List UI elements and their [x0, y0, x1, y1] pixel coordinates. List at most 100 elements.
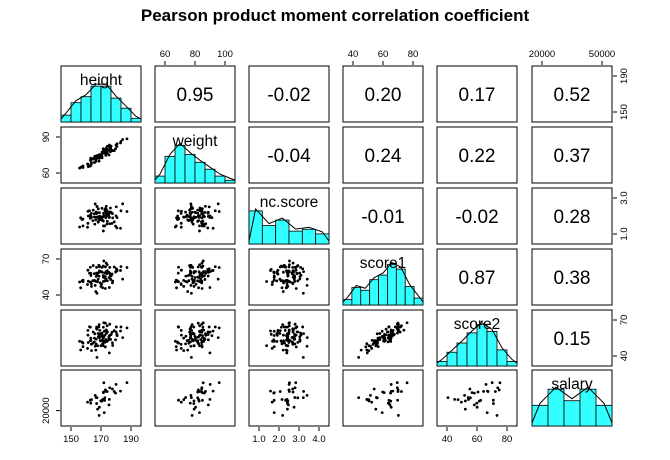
scatter-point-score2-weight-78	[187, 341, 191, 345]
panel-salary-score2	[436, 369, 518, 427]
tick-label-right_ncscore-1: 3.0	[619, 191, 630, 204]
scatter-point-score2-score1-19	[357, 355, 361, 359]
scatter-point-salary-weight-5	[190, 414, 194, 417]
scatter-point-score1-height-42	[95, 273, 99, 277]
scatter-point-nc.score-height-85	[86, 214, 90, 218]
scatter-point-nc.score-height-83	[98, 214, 101, 218]
scatter-point-nc.score-weight-69	[189, 212, 192, 216]
scatter-point-score2-nc.score-75	[275, 340, 279, 343]
scatter-point-salary-score2-29	[496, 386, 500, 390]
scatter-point-score1-height-81	[98, 265, 102, 268]
scatter-point-score1-nc.score-64	[305, 277, 309, 281]
scatter-point-score2-weight-12	[196, 321, 200, 325]
panel-salary-weight	[154, 369, 236, 427]
scatter-point-score2-nc.score-48	[292, 337, 296, 341]
scatter-point-salary-score1-4	[395, 381, 399, 385]
scatter-point-score1-weight-89	[198, 280, 201, 283]
scatter-point-salary-height-7	[102, 381, 106, 385]
panel-score1-nc.score	[248, 248, 330, 306]
scatter-point-score2-weight-64	[216, 336, 220, 340]
scatter-point-salary-height-18	[89, 401, 93, 405]
tick-label-top_salary-0: 20000	[529, 49, 555, 60]
scatter-point-salary-weight-18	[188, 401, 192, 405]
scatter-point-nc.score-weight-82	[190, 220, 194, 224]
histogram-bar-score1-7	[404, 286, 415, 306]
scatter-point-salary-score1-19	[357, 396, 361, 400]
scatter-point-score1-nc.score-83	[287, 269, 291, 273]
scatter-point-score1-nc.score-87	[285, 278, 288, 282]
scatter-point-score2-height-56	[79, 348, 83, 352]
histogram-bar-nc.score-1	[261, 225, 277, 245]
scatter-point-score1-height-88	[110, 272, 114, 276]
scatter-point-score1-nc.score-32	[285, 282, 289, 286]
scatter-point-score2-weight-5	[190, 323, 194, 327]
panel-height-weight	[154, 65, 236, 123]
scatter-point-score1-height-70	[94, 290, 98, 293]
scatter-point-score1-height-66	[119, 265, 123, 269]
scatter-point-salary-score2-7	[498, 381, 502, 385]
scatter-point-salary-score1-7	[405, 381, 409, 385]
scatter-point-salary-score1-1	[372, 387, 376, 391]
scatter-point-score2-height-83	[98, 332, 101, 336]
scatter-point-score2-weight-15	[208, 330, 212, 334]
panel-weight-score2	[436, 126, 518, 184]
scatter-point-score1-nc.score-81	[283, 265, 287, 268]
scatter-point-score2-height-68	[81, 341, 85, 345]
correlation-height-score2: 0.17	[459, 85, 496, 106]
scatter-point-salary-score2-31	[479, 398, 483, 402]
scatter-point-score2-height-78	[91, 341, 95, 345]
scatter-point-salary-score2-16	[470, 391, 474, 395]
scatter-point-score2-nc.score-81	[283, 329, 287, 332]
scatter-point-score2-height-25	[94, 342, 98, 346]
scatter-point-score1-weight-67	[210, 269, 214, 273]
scatter-point-nc.score-weight-64	[216, 202, 220, 206]
scatter-point-score1-weight-40	[200, 279, 204, 283]
scatter-point-score2-height-86	[109, 333, 113, 336]
scatter-point-score2-score1-33	[393, 325, 397, 329]
histogram-bar-score1-6	[395, 268, 406, 306]
scatter-point-score1-nc.score-16	[272, 274, 276, 278]
scatter-point-nc.score-weight-51	[202, 215, 206, 219]
scatter-point-nc.score-weight-67	[210, 216, 214, 220]
scatter-point-nc.score-weight-47	[180, 209, 183, 213]
scatter-point-score2-height-66	[119, 325, 123, 329]
scatter-point-score2-nc.score-68	[283, 341, 286, 345]
scatter-point-salary-score2-20	[482, 390, 485, 393]
scatter-point-score2-nc.score-29	[293, 322, 297, 326]
tick-label-bottom_height-2: 190	[123, 434, 139, 445]
scatter-point-salary-score2-10	[472, 403, 476, 407]
scatter-point-score2-score1-66	[397, 325, 400, 329]
scatter-point-salary-height-27	[105, 390, 109, 393]
histogram-bar-height-3	[90, 85, 102, 123]
scatter-point-score1-weight-77	[192, 270, 196, 274]
scatter-point-score2-height-63	[88, 339, 92, 342]
scatter-point-score2-nc.score-70	[281, 348, 285, 352]
scatter-point-nc.score-weight-87	[193, 216, 196, 220]
scatter-point-score1-height-57	[95, 265, 98, 269]
scatter-point-score2-nc.score-87	[285, 338, 288, 342]
histogram-bar-salary-0	[531, 404, 549, 427]
scatter-point-score2-height-81	[98, 329, 102, 332]
scatter-point-score2-height-14	[86, 347, 89, 350]
scatter-point-nc.score-height-70	[94, 218, 98, 222]
tick-label-left_salary-0: 20000	[41, 397, 52, 423]
scatter-point-score1-weight-11	[208, 286, 212, 289]
scatter-point-score1-weight-86	[206, 274, 210, 278]
scatter-point-nc.score-height-57	[95, 212, 98, 215]
scatter-point-nc.score-height-20	[104, 204, 108, 208]
scatter-point-score1-weight-50	[182, 278, 186, 282]
scatter-point-score1-weight-59	[179, 282, 183, 286]
scatter-point-salary-height-6	[96, 407, 99, 411]
panel-weight-score1	[342, 126, 424, 184]
scatter-point-nc.score-weight-13	[196, 211, 200, 215]
histogram-bar-height-4	[100, 85, 112, 123]
scatter-point-weight-height-87	[104, 153, 108, 157]
scatter-point-score2-score1-70	[359, 348, 363, 352]
scatter-point-weight-height-64	[121, 138, 125, 141]
scatter-point-score2-nc.score-38	[280, 325, 283, 329]
scatter-point-salary-nc.score-3	[296, 396, 300, 400]
scatter-point-salary-height-21	[114, 391, 117, 395]
scatter-point-salary-weight-11	[208, 397, 212, 401]
scatter-point-salary-score2-13	[476, 390, 480, 394]
scatter-point-salary-height-11	[107, 397, 111, 401]
